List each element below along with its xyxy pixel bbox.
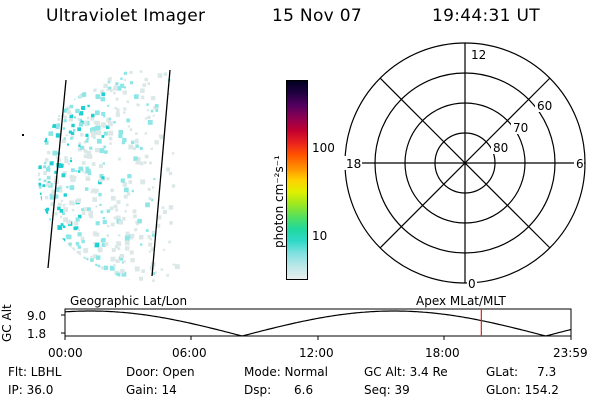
hour-label-18: 18 — [346, 157, 361, 171]
timeline-xtick-1800: 18:00 — [425, 346, 460, 360]
colorbar-tick-10: 10 — [312, 229, 328, 243]
status-dsp: Dsp: 6.6 — [244, 383, 314, 397]
timeline-xtick-1200: 12:00 — [299, 346, 334, 360]
lat-label-70: 70 — [513, 121, 528, 135]
status-gc-alt: GC Alt: 3.4 Re — [364, 365, 448, 379]
timeline-ytick-9: 9.0 — [27, 309, 47, 323]
lat-label-80: 80 — [493, 141, 508, 155]
status-filter: Flt: LBHL — [8, 365, 62, 379]
timeline-ytick-1-8: 1.8 — [27, 327, 47, 341]
status-gain: Gain: 14 — [126, 383, 177, 397]
time-label: 19:44:31 UT — [432, 6, 540, 26]
instrument-title: Ultraviolet Imager — [46, 6, 206, 26]
longitude-line-left — [47, 79, 67, 269]
date-label: 15 Nov 07 — [272, 6, 362, 26]
lat-label-60: 60 — [537, 99, 552, 113]
timeline-xtick-2359: 23:59 — [553, 346, 588, 360]
status-ip: IP: 36.0 — [8, 383, 54, 397]
orbit-altitude-curve — [64, 310, 572, 337]
meridian-diag-2 — [379, 77, 551, 249]
timeline-xticks — [64, 336, 572, 340]
status-door: Door: Open — [126, 365, 195, 379]
colorbar — [286, 80, 308, 280]
hour-label-0: 0 — [468, 277, 476, 291]
colorbar-tick-100: 100 — [312, 141, 335, 155]
speck-marker — [22, 134, 24, 136]
timeline-xtick-0000: 00:00 — [48, 346, 83, 360]
longitude-line-right — [151, 69, 171, 277]
status-glon: GLon: 154.2 — [486, 383, 559, 397]
status-mode: Mode: Normal — [244, 365, 328, 379]
timeline-xtick-0600: 06:00 — [172, 346, 207, 360]
status-seq: Seq: 39 — [364, 383, 410, 397]
timeline-frame — [64, 308, 572, 337]
timeline-left-title: Geographic Lat/Lon — [70, 294, 188, 308]
hour-label-12: 12 — [471, 48, 486, 62]
hour-label-6: 6 — [576, 157, 584, 171]
status-glat: GLat: 7.3 — [486, 365, 557, 379]
timeline-right-title: Apex MLat/MLT — [416, 294, 506, 308]
